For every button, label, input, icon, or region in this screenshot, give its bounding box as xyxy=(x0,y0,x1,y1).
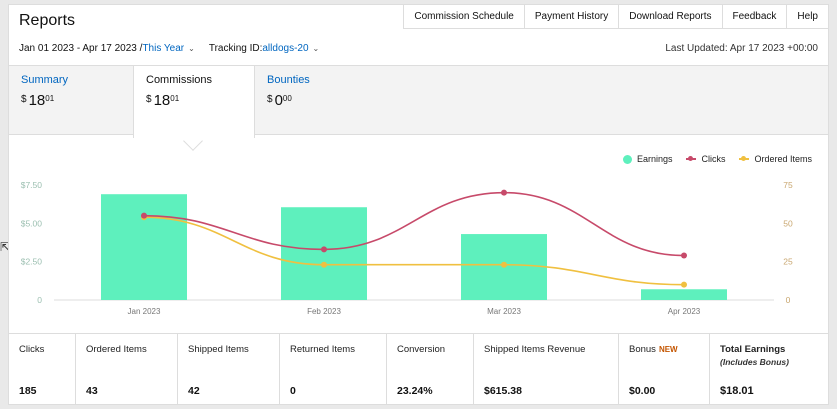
stat-label: Clicks xyxy=(19,344,45,355)
tracking-id-dropdown[interactable]: alldogs-20 xyxy=(262,43,309,54)
earnings-bar xyxy=(101,194,187,300)
right-axis-tick-label: 25 xyxy=(783,257,793,267)
left-axis-tick-label: $7.50 xyxy=(21,180,43,190)
commission-schedule-button[interactable]: Commission Schedule xyxy=(404,5,525,28)
legend-clicks-label: Clicks xyxy=(701,154,726,164)
stat-value: $18.01 xyxy=(720,385,754,397)
tab-summary-label: Summary xyxy=(21,74,69,86)
left-axis-tick-label: 0 xyxy=(37,295,42,305)
stat-value: $615.38 xyxy=(484,385,522,397)
stat-shipped-revenue: Shipped Items Revenue $615.38 xyxy=(474,334,619,405)
chart-legend: Earnings Clicks Ordered Items xyxy=(609,154,812,164)
stat-label: Shipped Items Revenue xyxy=(484,344,586,355)
right-axis-tick-label: 50 xyxy=(783,218,793,228)
stat-value: 0 xyxy=(290,385,296,397)
earnings-bar xyxy=(281,207,367,300)
last-updated-text: Last Updated: Apr 17 2023 +00:00 xyxy=(665,43,818,54)
stat-value: 23.24% xyxy=(397,385,433,397)
ordered-items-point xyxy=(501,261,507,268)
clicks-point xyxy=(501,189,507,196)
stat-sublabel: (Includes Bonus) xyxy=(720,357,789,367)
mouse-cursor-icon: ⇱ xyxy=(0,240,11,254)
legend-earnings-swatch xyxy=(622,154,632,164)
stat-value: $0.00 xyxy=(629,385,656,397)
tab-commissions-label: Commissions xyxy=(146,74,213,86)
date-range-text: Jan 01 2023 - Apr 17 2023 / xyxy=(19,43,143,54)
reports-panel: Reports Commission Schedule Payment Hist… xyxy=(8,4,829,405)
stat-label: Total Earnings xyxy=(720,344,786,355)
stat-ordered-items: Ordered Items 43 xyxy=(76,334,178,405)
top-nav: Commission Schedule Payment History Down… xyxy=(403,5,828,29)
stat-label: Returned Items xyxy=(290,344,355,355)
x-axis-tick-label: Mar 2023 xyxy=(487,307,521,316)
stats-bar: Clicks 185 Ordered Items 43 Shipped Item… xyxy=(9,333,828,405)
clicks-point xyxy=(681,252,687,259)
legend-earnings[interactable]: Earnings xyxy=(622,154,673,164)
help-button[interactable]: Help xyxy=(797,11,818,22)
stat-label: Conversion xyxy=(397,344,446,355)
legend-clicks-swatch xyxy=(686,156,697,161)
ordered-items-point xyxy=(681,281,687,288)
tab-bounties-label: Bounties xyxy=(267,74,310,86)
filter-bar: Jan 01 2023 - Apr 17 2023 / This Year ⌄ … xyxy=(19,43,333,54)
stat-label: Bonus NEW xyxy=(629,344,678,355)
new-badge: NEW xyxy=(658,345,678,354)
stat-value: 43 xyxy=(86,385,98,397)
x-axis-tick-label: Feb 2023 xyxy=(307,307,341,316)
earnings-chart: $7.50 $5.00 $2.50 0 75 50 25 0 Jan 2023 Feb 2023 M… xyxy=(21,180,793,316)
tab-bounties[interactable]: Bounties $000 xyxy=(255,66,375,136)
chevron-down-icon[interactable]: ⌄ xyxy=(312,44,320,53)
x-axis-tick-label: Apr 2023 xyxy=(668,307,701,316)
stat-bonus: Bonus NEW $0.00 xyxy=(619,334,710,405)
page-title: Reports xyxy=(19,12,76,29)
ordered-items-line xyxy=(143,216,685,286)
legend-ordered-swatch xyxy=(739,156,750,161)
tab-bounties-amount: $000 xyxy=(267,92,292,109)
payment-history-button[interactable]: Payment History xyxy=(525,5,620,28)
clicks-point xyxy=(141,212,147,219)
download-reports-button[interactable]: Download Reports xyxy=(619,5,723,28)
stat-label: Shipped Items xyxy=(188,344,249,355)
stat-label: Ordered Items xyxy=(86,344,147,355)
left-axis-tick-label: $5.00 xyxy=(21,218,43,228)
legend-earnings-label: Earnings xyxy=(636,154,673,164)
period-dropdown[interactable]: This Year xyxy=(142,43,185,54)
tab-summary-amount: $1801 xyxy=(21,92,55,109)
legend-ordered[interactable]: Ordered Items xyxy=(739,154,812,164)
right-axis-tick-label: 75 xyxy=(783,180,793,190)
feedback-button[interactable]: Feedback xyxy=(723,5,788,28)
x-axis-tick-label: Jan 2023 xyxy=(128,307,161,316)
tracking-label: Tracking ID: xyxy=(208,43,263,54)
stat-clicks: Clicks 185 xyxy=(9,334,76,405)
tab-commissions-amount: $1801 xyxy=(146,92,180,109)
stat-value: 185 xyxy=(19,385,37,397)
tab-commissions[interactable]: Commissions $1801 xyxy=(133,66,255,138)
legend-ordered-label: Ordered Items xyxy=(754,154,812,164)
chevron-down-icon[interactable]: ⌄ xyxy=(188,44,195,53)
clicks-point xyxy=(321,246,327,253)
stat-total-earnings: Total Earnings (Includes Bonus) $18.01 xyxy=(710,334,828,405)
stat-returned-items: Returned Items 0 xyxy=(280,334,387,405)
stat-conversion: Conversion 23.24% xyxy=(387,334,474,405)
legend-clicks[interactable]: Clicks xyxy=(686,154,725,164)
left-axis-tick-label: $2.50 xyxy=(21,257,43,267)
earnings-bar xyxy=(641,289,727,300)
tab-summary[interactable]: Summary $1801 xyxy=(9,66,133,136)
stat-value: 42 xyxy=(188,385,200,397)
stat-shipped-items: Shipped Items 42 xyxy=(178,334,280,405)
ordered-items-point xyxy=(321,261,327,268)
clicks-line xyxy=(143,191,685,257)
summary-tabs: Summary $1801 Commissions $1801 Bounties… xyxy=(9,65,828,138)
right-axis-tick-label: 0 xyxy=(786,295,791,305)
